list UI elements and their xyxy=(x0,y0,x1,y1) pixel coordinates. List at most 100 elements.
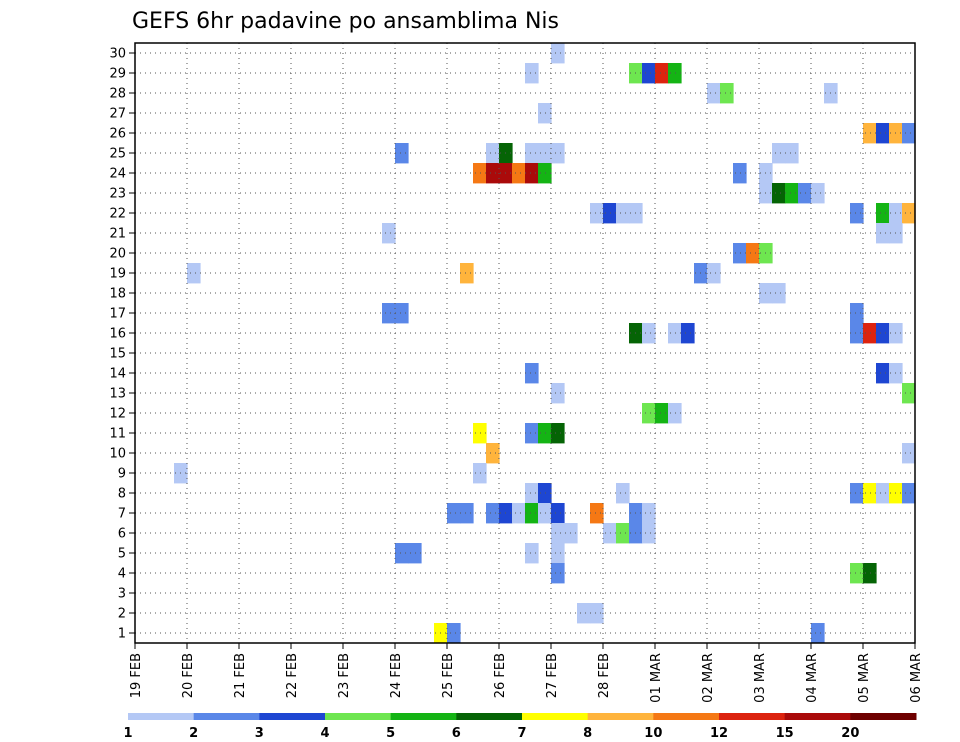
heatmap-cell xyxy=(668,323,682,344)
colorbar-swatch xyxy=(390,713,457,720)
heatmap-cell xyxy=(551,43,565,64)
heatmap-cell xyxy=(772,143,786,164)
colorbar: 1 2 3 4 5 6 7 8 10 12 15 20 xyxy=(123,713,917,741)
heatmap-cell xyxy=(616,523,630,544)
heatmap-cell xyxy=(733,243,747,264)
heatmap-cell xyxy=(642,503,656,524)
heatmap-cell xyxy=(876,483,890,504)
heatmap-cell xyxy=(902,203,916,224)
heatmap-cell xyxy=(473,463,487,484)
heatmap-cell xyxy=(486,163,500,184)
heatmap-cells xyxy=(174,43,916,644)
heatmap-cell xyxy=(460,263,474,284)
heatmap-cell xyxy=(525,503,539,524)
heatmap-cell xyxy=(863,123,877,144)
colorbar-swatch xyxy=(193,713,260,720)
y-tick-label: 12 xyxy=(109,407,126,422)
y-tick-label: 10 xyxy=(109,447,126,462)
colorbar-swatch xyxy=(719,713,786,720)
y-tick-label: 22 xyxy=(109,207,126,222)
x-tick-label: 19 FEB xyxy=(129,653,144,698)
heatmap-cell xyxy=(382,223,396,244)
gridlines xyxy=(135,43,915,643)
y-tick-label: 8 xyxy=(118,487,126,502)
heatmap-cell xyxy=(655,63,669,84)
x-tick-label: 06 MAR xyxy=(909,653,924,703)
x-axis: 19 FEB 20 FEB 21 FEB 22 FEB 23 FEB 24 FEB 25 F… xyxy=(129,643,924,703)
heatmap-cell xyxy=(577,603,591,624)
heatmap-cell xyxy=(486,503,500,524)
heatmap-cell xyxy=(525,543,539,564)
y-tick-label: 25 xyxy=(109,147,126,162)
heatmap-cell xyxy=(785,183,799,204)
heatmap-cell xyxy=(902,443,916,464)
plot-frame xyxy=(134,42,916,644)
heatmap-cell xyxy=(395,143,409,164)
heatmap-cell xyxy=(473,163,487,184)
colorbar-label: 4 xyxy=(320,726,329,741)
heatmap-cell xyxy=(538,503,552,524)
heatmap-cell xyxy=(850,483,864,504)
y-tick-label: 6 xyxy=(118,527,126,542)
y-tick-label: 1 xyxy=(118,627,126,642)
y-tick-label: 15 xyxy=(109,347,126,362)
heatmap-cell xyxy=(473,423,487,444)
heatmap-cell xyxy=(863,483,877,504)
colorbar-swatch xyxy=(587,713,654,720)
x-tick-label: 25 FEB xyxy=(441,653,456,698)
y-tick-label: 4 xyxy=(118,567,126,582)
heatmap-cell xyxy=(798,183,812,204)
y-tick-label: 30 xyxy=(109,47,126,62)
heatmap-cell xyxy=(876,123,890,144)
x-tick-label: 21 FEB xyxy=(233,653,248,698)
colorbar-label: 2 xyxy=(189,726,198,741)
heatmap-cell xyxy=(850,203,864,224)
x-tick-label: 02 MAR xyxy=(701,653,716,703)
heatmap-cell xyxy=(525,143,539,164)
heatmap-cell xyxy=(902,123,916,144)
colorbar-label: 15 xyxy=(776,726,794,741)
heatmap-cell xyxy=(525,163,539,184)
colorbar-label: 5 xyxy=(386,726,395,741)
heatmap-cell xyxy=(876,223,890,244)
heatmap-cell xyxy=(785,143,799,164)
colorbar-label: 7 xyxy=(517,726,526,741)
x-tick-label: 26 FEB xyxy=(493,653,508,698)
heatmap-cell xyxy=(382,303,396,324)
heatmap-cell xyxy=(863,563,877,584)
y-tick-label: 29 xyxy=(109,67,126,82)
y-tick-label: 11 xyxy=(109,427,126,442)
heatmap-cell xyxy=(707,263,721,284)
heatmap-cell xyxy=(811,183,825,204)
colorbar-swatch xyxy=(128,713,195,720)
heatmap-cell xyxy=(590,503,604,524)
heatmap-cell xyxy=(655,403,669,424)
heatmap-cell xyxy=(811,623,825,644)
y-tick-label: 24 xyxy=(109,167,126,182)
x-tick-label: 24 FEB xyxy=(389,653,404,698)
y-tick-label: 3 xyxy=(118,587,126,602)
colorbar-swatch xyxy=(259,713,326,720)
heatmap-cell xyxy=(538,423,552,444)
heatmap-cell xyxy=(642,63,656,84)
y-tick-label: 26 xyxy=(109,127,126,142)
heatmap-cell xyxy=(850,563,864,584)
y-tick-label: 16 xyxy=(109,327,126,342)
heatmap-cell xyxy=(408,543,422,564)
y-tick-label: 17 xyxy=(109,307,126,322)
chart-title: GEFS 6hr padavine po ansamblima Nis xyxy=(132,9,559,34)
y-tick-label: 5 xyxy=(118,547,126,562)
y-tick-label: 13 xyxy=(109,387,126,402)
heatmap-cell xyxy=(603,203,617,224)
heatmap-cell xyxy=(772,283,786,304)
heatmap-cell xyxy=(525,423,539,444)
x-tick-label: 05 MAR xyxy=(857,653,872,703)
y-tick-label: 20 xyxy=(109,247,126,262)
colorbar-swatch xyxy=(522,713,589,720)
y-tick-label: 2 xyxy=(118,607,126,622)
heatmap-cell xyxy=(486,443,500,464)
heatmap-cell xyxy=(668,403,682,424)
heatmap-cell xyxy=(642,523,656,544)
heatmap-cell xyxy=(603,523,617,544)
